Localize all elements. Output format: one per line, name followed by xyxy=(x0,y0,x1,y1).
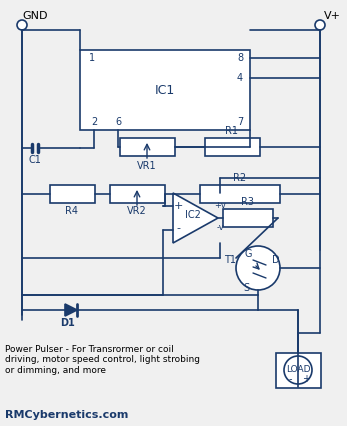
Text: +: + xyxy=(173,201,183,211)
Text: RMCybernetics.com: RMCybernetics.com xyxy=(5,410,128,420)
Text: VR1: VR1 xyxy=(137,161,157,171)
Text: V+: V+ xyxy=(324,11,341,21)
Text: D1: D1 xyxy=(61,318,75,328)
Text: 2: 2 xyxy=(91,117,97,127)
Text: T1: T1 xyxy=(224,255,236,265)
Bar xyxy=(50,185,95,203)
Bar xyxy=(120,138,175,156)
Text: +: + xyxy=(302,374,310,384)
Polygon shape xyxy=(173,193,218,243)
Circle shape xyxy=(284,356,312,384)
Text: C1: C1 xyxy=(28,155,41,165)
Text: Power Pulser - For Transrormer or coil
driving, motor speed control, light strob: Power Pulser - For Transrormer or coil d… xyxy=(5,345,200,375)
Circle shape xyxy=(17,20,27,30)
Text: 7: 7 xyxy=(237,117,243,127)
Text: -: - xyxy=(176,223,180,233)
Text: R3: R3 xyxy=(242,197,254,207)
Text: LOAD: LOAD xyxy=(286,366,310,374)
Text: +v: +v xyxy=(214,201,226,210)
Text: S: S xyxy=(243,283,249,293)
Text: 1: 1 xyxy=(89,53,95,63)
Text: IC2: IC2 xyxy=(185,210,201,220)
Circle shape xyxy=(236,246,280,290)
Text: -: - xyxy=(288,374,292,384)
Circle shape xyxy=(315,20,325,30)
Bar xyxy=(110,185,165,203)
Text: GND: GND xyxy=(22,11,48,21)
Text: 4: 4 xyxy=(237,73,243,83)
Bar xyxy=(200,185,280,203)
Text: R1: R1 xyxy=(226,126,238,136)
Bar xyxy=(205,138,260,156)
Text: IC1: IC1 xyxy=(155,83,175,97)
Text: G: G xyxy=(244,249,252,259)
Text: R2: R2 xyxy=(234,173,247,183)
Bar xyxy=(223,209,273,227)
Text: -v: -v xyxy=(216,224,224,233)
Polygon shape xyxy=(65,304,77,316)
Text: R4: R4 xyxy=(66,206,78,216)
Bar xyxy=(276,353,321,388)
Text: 6: 6 xyxy=(115,117,121,127)
Text: VR2: VR2 xyxy=(127,206,147,216)
Text: D: D xyxy=(272,255,280,265)
Text: 8: 8 xyxy=(237,53,243,63)
Bar xyxy=(80,50,250,130)
